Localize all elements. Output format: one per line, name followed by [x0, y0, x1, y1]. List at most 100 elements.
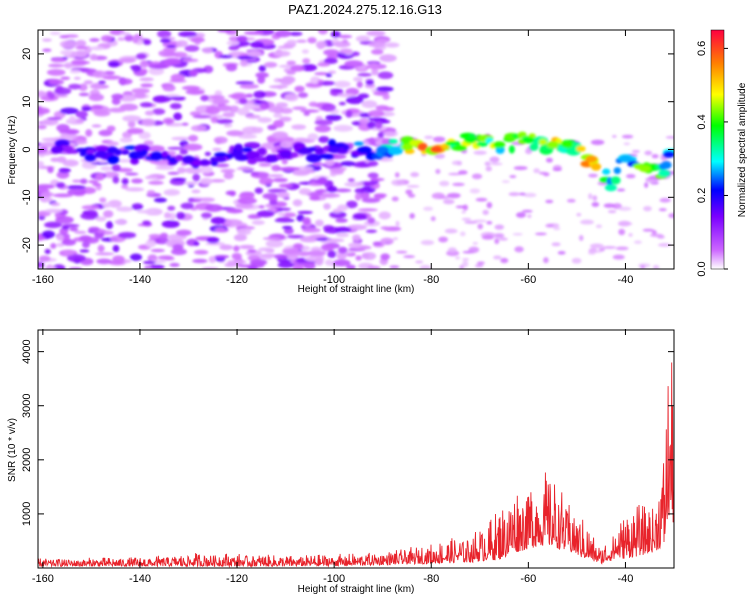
heat-cell [148, 180, 164, 185]
heat-cell [329, 173, 337, 177]
y-tick-label: 0 [21, 146, 33, 152]
heat-cell [56, 171, 70, 179]
ridge-cell [353, 141, 364, 146]
heat-cell [659, 197, 671, 203]
heat-cell [317, 30, 328, 35]
heat-cell [284, 93, 299, 102]
ridge-peak [279, 150, 292, 158]
heat-cell [280, 107, 293, 114]
heat-cell [43, 197, 53, 203]
heat-cell [190, 37, 205, 43]
heat-cell [419, 264, 432, 269]
heat-cell [623, 142, 631, 146]
colorbar-gradient [710, 29, 725, 270]
heat-cell [135, 53, 147, 60]
heat-cell [409, 212, 415, 219]
heat-cell [53, 94, 69, 98]
ridge-peak [561, 141, 574, 149]
heat-cell [138, 131, 151, 140]
heat-cell [336, 252, 347, 260]
heat-cell [191, 189, 201, 194]
heat-cell [327, 250, 337, 259]
heat-cell [81, 205, 100, 210]
ridge-cell [508, 145, 515, 154]
heat-cell [131, 178, 143, 184]
heat-cell [286, 60, 296, 66]
heat-cell [307, 133, 319, 141]
heat-cell [509, 175, 517, 179]
heat-cell [205, 204, 223, 212]
heat-cell [456, 160, 463, 166]
y-tick-label: -20 [21, 237, 33, 253]
heat-cell [236, 55, 256, 60]
heat-cell [576, 213, 582, 217]
heat-cell [92, 70, 107, 79]
heat-cell [382, 106, 395, 112]
heat-cell [239, 83, 259, 89]
heat-cell [131, 203, 144, 211]
heat-cell [204, 151, 212, 157]
heat-cell [354, 192, 362, 201]
heat-cell [477, 223, 484, 230]
heat-cell [164, 57, 182, 66]
heat-cell [281, 212, 297, 218]
heat-cell [125, 187, 145, 192]
heat-cell [437, 196, 450, 200]
heat-cell [642, 228, 654, 232]
heat-cell [200, 212, 212, 219]
ridge-peak [522, 136, 535, 144]
ridge-cell [590, 162, 602, 171]
heat-cell [68, 83, 82, 90]
heat-cell [277, 212, 286, 217]
heat-cell [367, 172, 379, 179]
heat-cell [339, 48, 353, 54]
heat-cell [379, 54, 397, 63]
colorbar-ticks: 0.0 0.2 0.4 0.6 [696, 41, 728, 277]
heat-cell [553, 226, 561, 231]
heat-cell [434, 153, 446, 159]
heat-cell [281, 158, 288, 165]
heat-cell [172, 51, 188, 58]
heat-cell [54, 87, 72, 95]
heat-cell [111, 93, 124, 100]
heat-cell [117, 232, 137, 239]
heat-cell [395, 250, 408, 254]
heat-cell [494, 233, 504, 238]
heat-cell [320, 193, 341, 198]
heat-cell [163, 189, 181, 196]
heat-cell [302, 217, 311, 225]
spectrogram-y-ticks: -20 -10 0 10 20 [21, 48, 674, 253]
heat-cell [369, 62, 379, 70]
heat-cell [652, 264, 660, 269]
heat-cell [89, 53, 98, 61]
heat-cell [154, 162, 172, 166]
x-tick-label: -60 [520, 573, 536, 585]
heat-cell [618, 222, 633, 226]
heat-cell [612, 254, 625, 260]
heat-cell [300, 109, 320, 113]
heat-cell [473, 150, 487, 155]
heat-cell [148, 67, 165, 76]
heat-cell [335, 218, 348, 223]
heat-cell [122, 115, 142, 122]
ridge-cell [475, 141, 489, 147]
heat-cell [253, 90, 266, 99]
x-tick-label: -40 [617, 573, 633, 585]
heat-cell [545, 199, 554, 204]
heat-cell [139, 102, 153, 108]
heat-cell [139, 77, 154, 82]
heat-cell [108, 107, 126, 113]
heat-cell [112, 255, 125, 264]
heat-cell [292, 199, 303, 207]
heat-cell [587, 250, 596, 255]
heat-cell [121, 184, 129, 189]
snr-y-label: SNR (10 * v/v) [7, 418, 18, 482]
ridge-peak [133, 150, 146, 158]
heat-cell [238, 98, 248, 105]
heat-cell [589, 243, 604, 249]
heat-cell [314, 189, 329, 193]
heat-cell [90, 82, 104, 90]
ridge-peak [658, 169, 671, 177]
heat-cell [98, 159, 107, 163]
heat-cell [299, 235, 319, 243]
